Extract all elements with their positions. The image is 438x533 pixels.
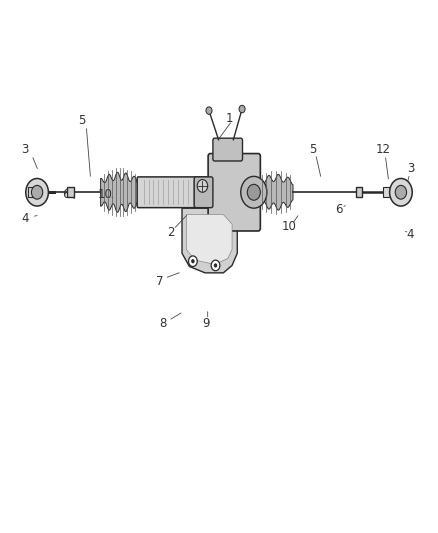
Circle shape	[239, 106, 245, 113]
Polygon shape	[186, 215, 232, 264]
Circle shape	[191, 259, 194, 263]
FancyBboxPatch shape	[194, 177, 213, 208]
Text: 7: 7	[155, 275, 163, 288]
Circle shape	[241, 176, 267, 208]
Circle shape	[247, 184, 260, 200]
FancyBboxPatch shape	[356, 188, 362, 197]
FancyBboxPatch shape	[67, 188, 74, 197]
Text: 4: 4	[407, 228, 414, 241]
Polygon shape	[101, 172, 138, 212]
Text: 5: 5	[309, 143, 316, 156]
Circle shape	[395, 185, 406, 199]
Text: 6: 6	[335, 203, 343, 216]
Circle shape	[206, 107, 212, 114]
Circle shape	[32, 185, 43, 199]
Circle shape	[214, 263, 217, 268]
FancyBboxPatch shape	[213, 138, 243, 161]
Text: 6: 6	[62, 189, 70, 201]
FancyBboxPatch shape	[383, 188, 392, 197]
Polygon shape	[182, 208, 237, 273]
Text: 3: 3	[407, 162, 414, 175]
Polygon shape	[259, 174, 293, 210]
Text: 10: 10	[98, 189, 113, 201]
Text: 4: 4	[21, 212, 29, 225]
FancyBboxPatch shape	[137, 177, 214, 208]
Circle shape	[188, 256, 197, 266]
Circle shape	[197, 180, 208, 192]
FancyBboxPatch shape	[28, 188, 38, 197]
Text: 5: 5	[78, 114, 85, 127]
Text: 1: 1	[226, 111, 233, 125]
Text: 12: 12	[376, 143, 391, 156]
Text: 10: 10	[281, 220, 296, 233]
Circle shape	[390, 179, 412, 206]
Text: 8: 8	[159, 317, 167, 330]
Circle shape	[211, 260, 220, 271]
Text: 9: 9	[202, 317, 210, 330]
Text: 2: 2	[167, 225, 175, 239]
Text: 3: 3	[21, 143, 29, 156]
Circle shape	[26, 179, 48, 206]
FancyBboxPatch shape	[208, 154, 260, 231]
